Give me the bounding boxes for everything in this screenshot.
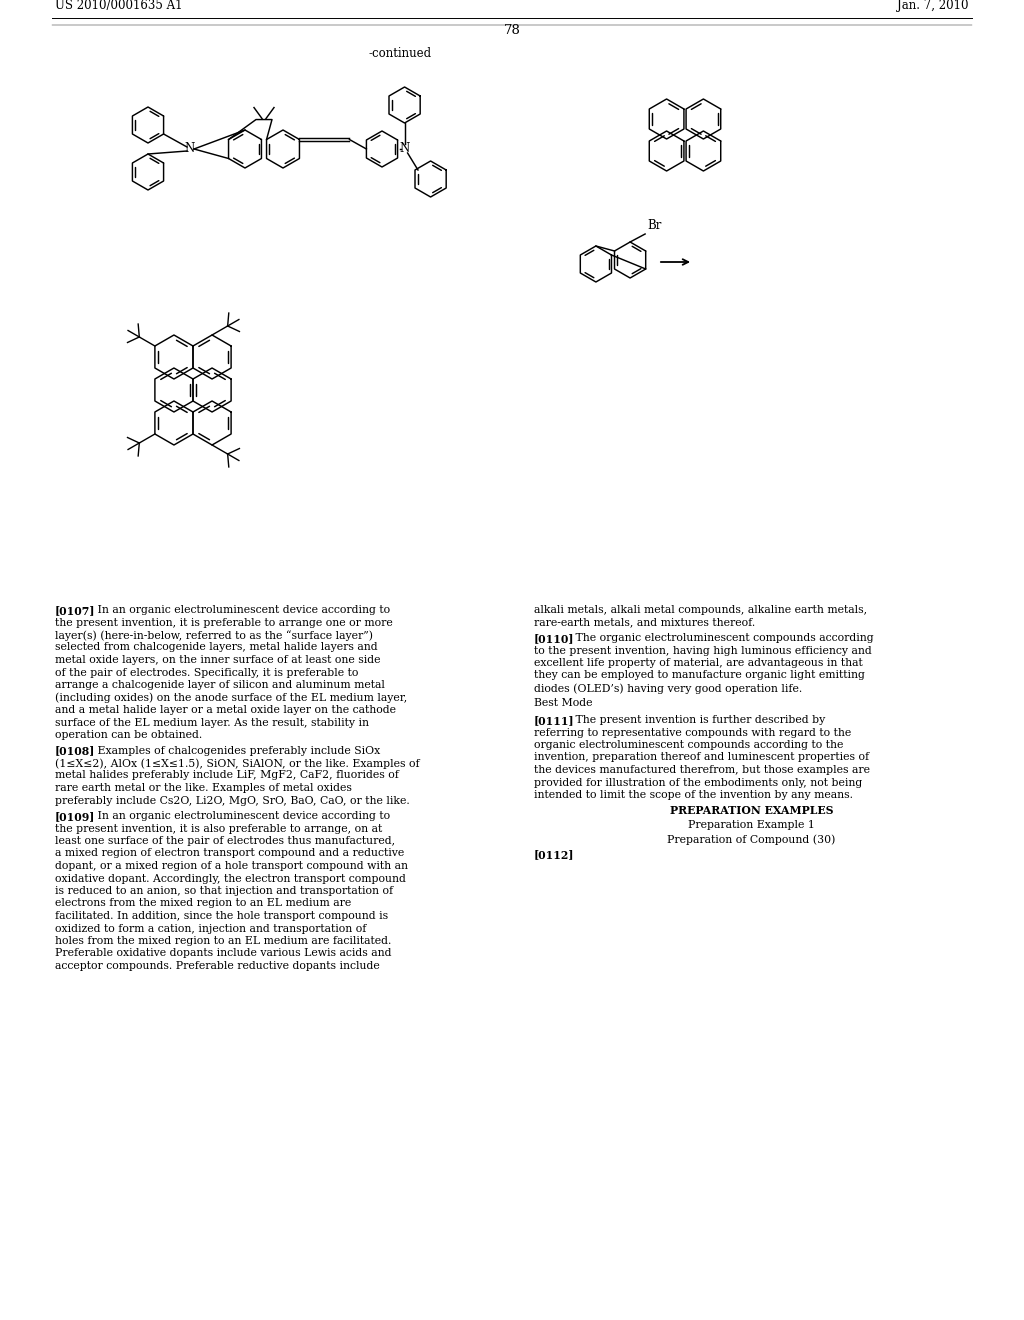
Text: Br: Br — [647, 219, 662, 232]
Text: dopant, or a mixed region of a hole transport compound with an: dopant, or a mixed region of a hole tran… — [55, 861, 408, 871]
Text: operation can be obtained.: operation can be obtained. — [55, 730, 203, 741]
Text: diodes (OLED’s) having very good operation life.: diodes (OLED’s) having very good operati… — [534, 682, 802, 693]
Text: [0110]: [0110] — [534, 634, 574, 644]
Text: The present invention is further described by: The present invention is further describ… — [572, 715, 825, 725]
Text: electrons from the mixed region to an EL medium are: electrons from the mixed region to an EL… — [55, 899, 351, 908]
Text: of the pair of electrodes. Specifically, it is preferable to: of the pair of electrodes. Specifically,… — [55, 668, 358, 677]
Text: invention, preparation thereof and luminescent properties of: invention, preparation thereof and lumin… — [534, 752, 869, 763]
Text: [0112]: [0112] — [534, 849, 574, 861]
Text: [0111]: [0111] — [534, 715, 574, 726]
Text: Examples of chalcogenides preferably include SiOx: Examples of chalcogenides preferably inc… — [93, 746, 380, 755]
Text: Preferable oxidative dopants include various Lewis acids and: Preferable oxidative dopants include var… — [55, 949, 391, 958]
Text: rare earth metal or the like. Examples of metal oxides: rare earth metal or the like. Examples o… — [55, 783, 352, 793]
Text: provided for illustration of the embodiments only, not being: provided for illustration of the embodim… — [534, 777, 862, 788]
Text: surface of the EL medium layer. As the result, stability in: surface of the EL medium layer. As the r… — [55, 718, 369, 727]
Text: intended to limit the scope of the invention by any means.: intended to limit the scope of the inven… — [534, 789, 853, 800]
Text: the present invention, it is also preferable to arrange, on at: the present invention, it is also prefer… — [55, 824, 382, 833]
Text: 78: 78 — [504, 24, 520, 37]
Text: rare-earth metals, and mixtures thereof.: rare-earth metals, and mixtures thereof. — [534, 618, 756, 627]
Text: In an organic electroluminescent device according to: In an organic electroluminescent device … — [93, 605, 389, 615]
Text: facilitated. In addition, since the hole transport compound is: facilitated. In addition, since the hole… — [55, 911, 388, 921]
Text: oxidized to form a cation, injection and transportation of: oxidized to form a cation, injection and… — [55, 924, 367, 933]
Text: [0107]: [0107] — [55, 605, 95, 616]
Text: to the present invention, having high luminous efficiency and: to the present invention, having high lu… — [534, 645, 871, 656]
Text: and a metal halide layer or a metal oxide layer on the cathode: and a metal halide layer or a metal oxid… — [55, 705, 396, 715]
Text: PREPARATION EXAMPLES: PREPARATION EXAMPLES — [670, 805, 834, 817]
Text: oxidative dopant. Accordingly, the electron transport compound: oxidative dopant. Accordingly, the elect… — [55, 874, 406, 883]
Text: alkali metals, alkali metal compounds, alkaline earth metals,: alkali metals, alkali metal compounds, a… — [534, 605, 867, 615]
Text: preferably include Cs2O, Li2O, MgO, SrO, BaO, CaO, or the like.: preferably include Cs2O, Li2O, MgO, SrO,… — [55, 796, 410, 805]
Text: metal oxide layers, on the inner surface of at least one side: metal oxide layers, on the inner surface… — [55, 655, 381, 665]
Text: N: N — [185, 143, 196, 156]
Text: arrange a chalcogenide layer of silicon and aluminum metal: arrange a chalcogenide layer of silicon … — [55, 680, 385, 690]
Text: [0109]: [0109] — [55, 810, 95, 822]
Text: (including oxides) on the anode surface of the EL medium layer,: (including oxides) on the anode surface … — [55, 693, 408, 704]
Text: metal halides preferably include LiF, MgF2, CaF2, fluorides of: metal halides preferably include LiF, Mg… — [55, 771, 399, 780]
Text: layer(s) (here-in-below, referred to as the “surface layer”): layer(s) (here-in-below, referred to as … — [55, 630, 373, 640]
Text: Preparation Example 1: Preparation Example 1 — [688, 820, 815, 830]
Text: selected from chalcogenide layers, metal halide layers and: selected from chalcogenide layers, metal… — [55, 643, 378, 652]
Text: N: N — [399, 143, 410, 156]
Text: [0108]: [0108] — [55, 746, 95, 756]
Text: is reduced to an anion, so that injection and transportation of: is reduced to an anion, so that injectio… — [55, 886, 393, 896]
Text: excellent life property of material, are advantageous in that: excellent life property of material, are… — [534, 657, 863, 668]
Text: -continued: -continued — [369, 48, 431, 59]
Text: referring to representative compounds with regard to the: referring to representative compounds wi… — [534, 727, 851, 738]
Text: Preparation of Compound (30): Preparation of Compound (30) — [668, 834, 836, 845]
Text: The organic electroluminescent compounds according: The organic electroluminescent compounds… — [572, 634, 874, 643]
Text: a mixed region of electron transport compound and a reductive: a mixed region of electron transport com… — [55, 849, 404, 858]
Text: acceptor compounds. Preferable reductive dopants include: acceptor compounds. Preferable reductive… — [55, 961, 380, 972]
Text: US 2010/0001635 A1: US 2010/0001635 A1 — [55, 0, 182, 12]
Text: In an organic electroluminescent device according to: In an organic electroluminescent device … — [93, 810, 389, 821]
Text: Best Mode: Best Mode — [534, 698, 593, 709]
Text: holes from the mixed region to an EL medium are facilitated.: holes from the mixed region to an EL med… — [55, 936, 391, 946]
Text: they can be employed to manufacture organic light emitting: they can be employed to manufacture orga… — [534, 671, 865, 681]
Text: Jan. 7, 2010: Jan. 7, 2010 — [897, 0, 969, 12]
Text: the present invention, it is preferable to arrange one or more: the present invention, it is preferable … — [55, 618, 393, 627]
Text: (1≤X≤2), AlOx (1≤X≤1.5), SiON, SiAlON, or the like. Examples of: (1≤X≤2), AlOx (1≤X≤1.5), SiON, SiAlON, o… — [55, 758, 420, 768]
Text: the devices manufactured therefrom, but those examples are: the devices manufactured therefrom, but … — [534, 766, 870, 775]
Text: organic electroluminescent compounds according to the: organic electroluminescent compounds acc… — [534, 741, 844, 750]
Text: least one surface of the pair of electrodes thus manufactured,: least one surface of the pair of electro… — [55, 836, 395, 846]
